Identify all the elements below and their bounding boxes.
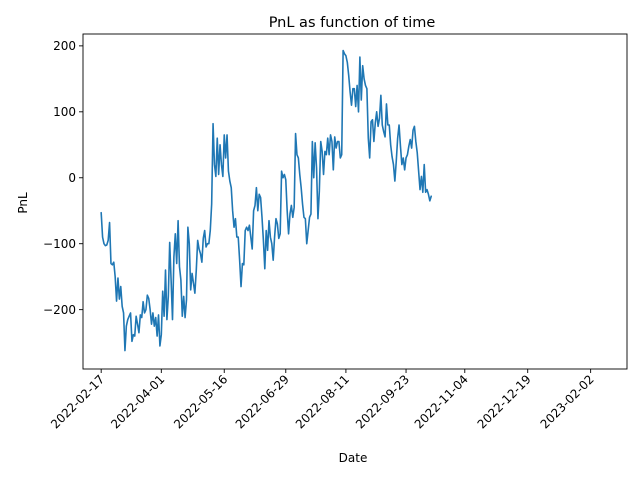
x-axis-ticks: 2022-02-17 2022-04-01 2022-05-16 2022-06-29…	[48, 369, 597, 431]
pnl-series-line	[100, 49, 433, 352]
x-tick-label: 2022-09-23	[353, 372, 412, 431]
y-tick-label: 200	[53, 39, 76, 53]
y-axis-label: PnL	[16, 192, 30, 214]
axes-frame	[82, 33, 628, 370]
x-axis-label: Date	[339, 451, 368, 465]
x-tick-label: 2022-04-01	[108, 372, 167, 431]
x-tick-label: 2022-12-19	[475, 372, 534, 431]
x-tick-label: 2022-06-29	[233, 372, 292, 431]
y-tick-label: −100	[43, 237, 76, 251]
plot-area	[82, 33, 628, 370]
y-tick-label: 100	[53, 105, 76, 119]
x-tick-label: 2022-11-04	[412, 372, 471, 431]
y-axis-ticks: −200 −100 0 100 200	[43, 39, 83, 317]
y-tick-label: 0	[68, 171, 76, 185]
chart-title: PnL as function of time	[269, 15, 436, 31]
y-tick-label: −200	[43, 303, 76, 317]
x-tick-label: 2023-02-02	[538, 372, 597, 431]
x-tick-label: 2022-02-17	[48, 372, 107, 431]
x-tick-label: 2022-08-11	[293, 372, 352, 431]
x-tick-label: 2022-05-16	[171, 372, 230, 431]
